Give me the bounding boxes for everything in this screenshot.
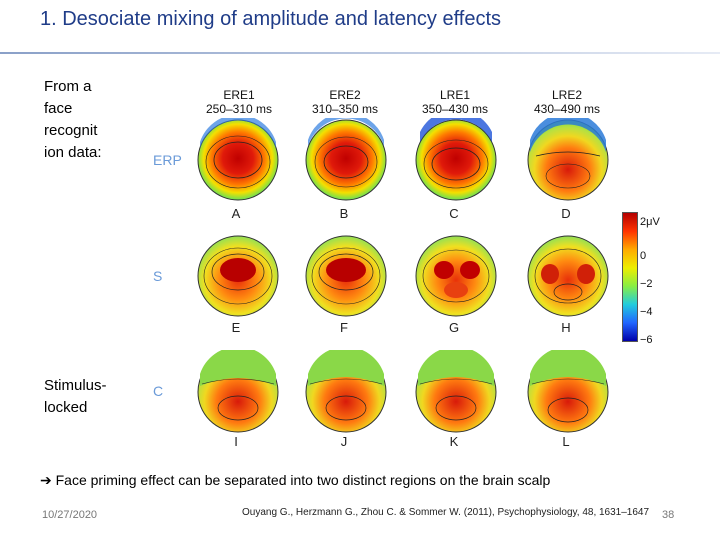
colorbar (622, 212, 638, 342)
panel-letter-f: F (340, 320, 348, 335)
conclusion-text: ➔ Face priming effect can be separated i… (40, 472, 550, 489)
topomap-h (527, 235, 609, 317)
column-header-ere2: ERE2 310–350 ms (311, 88, 379, 116)
topomap-a (197, 118, 279, 201)
arrow-right-icon: ➔ (40, 472, 52, 488)
panel-letter-i: I (234, 434, 238, 449)
colorbar-tick: −2 (640, 278, 653, 290)
column-header-lre1: LRE1 350–430 ms (421, 88, 489, 116)
colorbar-tick: −6 (640, 334, 653, 346)
panel-letter-j: J (340, 434, 348, 449)
row-label-c: C (153, 383, 164, 399)
title-divider (0, 52, 720, 54)
conclusion-statement: Face priming effect can be separated int… (55, 472, 551, 488)
colorbar-tick: 0 (640, 250, 647, 262)
column-header-lre2: LRE2 430–490 ms (533, 88, 601, 116)
panel-letter-d: D (561, 206, 571, 221)
slide-title: 1. Desociate mixing of amplitude and lat… (40, 8, 501, 30)
panel-letter-l: L (562, 434, 570, 449)
topomap-f (305, 235, 387, 317)
footer-citation: Ouyang G., Herzmann G., Zhou C. & Sommer… (242, 507, 650, 518)
colorbar-tick: −4 (640, 306, 653, 318)
topomap-i (197, 350, 279, 433)
column-header-ere1: ERE1 250–310 ms (205, 88, 273, 116)
panel-letter-g: G (448, 320, 460, 335)
topomap-j (305, 350, 387, 433)
topomap-b (305, 118, 387, 201)
topomap-k (415, 350, 497, 433)
panel-letter-e: E (231, 320, 241, 335)
topomap-e (197, 235, 279, 317)
panel-letter-b: B (339, 206, 349, 221)
stimulus-locked-label: Stimulus-locked (44, 377, 107, 416)
panel-letter-a: A (231, 206, 241, 221)
panel-letter-c: C (449, 206, 459, 221)
panel-letter-k: K (449, 434, 459, 449)
panel-letter-h: H (561, 320, 571, 335)
topomap-c (415, 118, 497, 201)
topomap-d (527, 118, 609, 201)
page-number: 38 (662, 509, 675, 521)
colorbar-unit-label: 2μV (640, 216, 660, 228)
topomap-l (527, 350, 609, 433)
row-label-erp: ERP (153, 152, 182, 168)
row-label-s: S (153, 268, 163, 284)
source-description: From a face recognit ion data: (44, 78, 102, 161)
footer-date: 10/27/2020 (42, 509, 98, 521)
topomap-g (415, 235, 497, 317)
